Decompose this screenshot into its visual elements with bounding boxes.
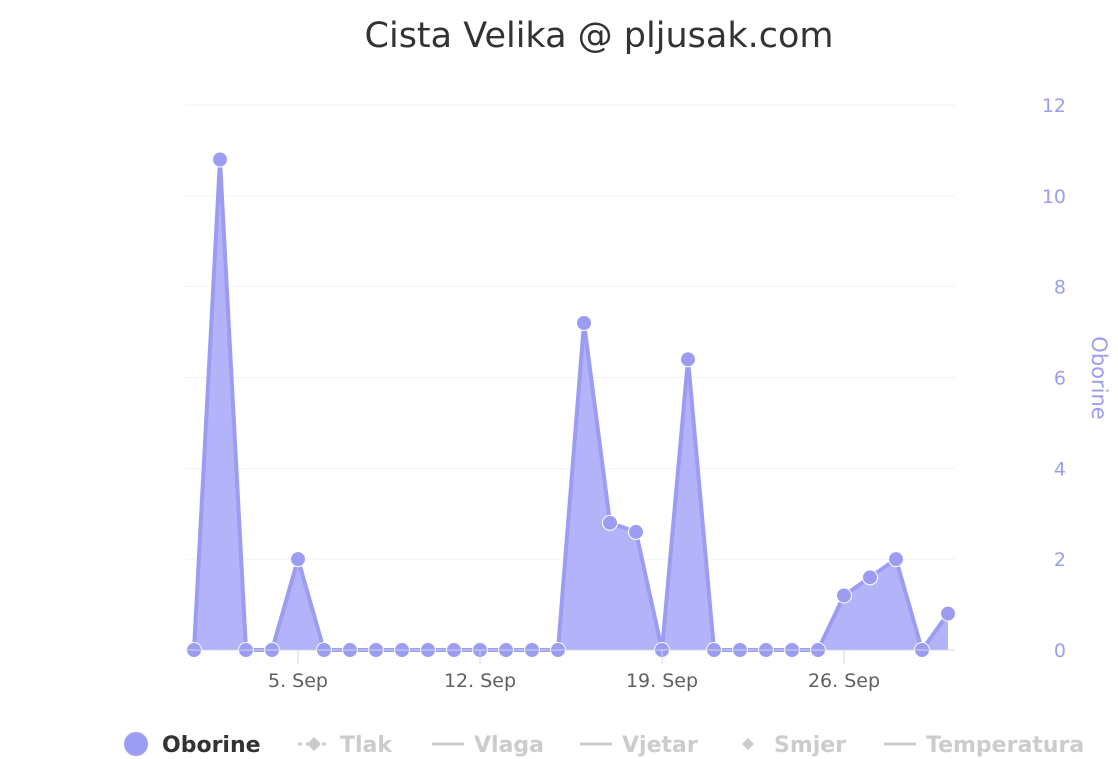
legend: Oborine Tlak Vlaga Vjetar Smjer Temperatura [124, 732, 1084, 758]
data-point [628, 523, 644, 540]
legend-label: Smjer [774, 733, 846, 758]
data-point [290, 551, 306, 568]
legend-item-vjetar[interactable]: Vjetar [580, 733, 698, 758]
data-point [602, 514, 618, 531]
legend-symbol-circle [124, 732, 148, 756]
legend-item-smjer[interactable]: Smjer [742, 733, 846, 758]
data-point [576, 315, 592, 331]
y-axis-title: Oborine [1087, 336, 1111, 419]
y-tick-label: 2 [1054, 549, 1066, 571]
data-point [836, 587, 852, 604]
series-area-oborine [194, 159, 948, 650]
legend-label: Temperatura [926, 733, 1084, 758]
legend-item-tlak[interactable]: Tlak [298, 733, 393, 758]
y-tick-label: 12 [1042, 95, 1066, 117]
plot-area [186, 151, 956, 658]
x-tick-label: 5. Sep [268, 670, 328, 692]
data-point [212, 151, 228, 168]
y-tick-label: 4 [1054, 458, 1066, 480]
y-tick-label: 8 [1054, 277, 1066, 299]
legend-symbol-diamond [307, 737, 321, 751]
data-point [888, 551, 904, 568]
legend-label: Oborine [162, 733, 261, 758]
y-axis: 0 2 4 6 8 10 12 [1042, 95, 1066, 662]
x-tick-label: 19. Sep [626, 670, 698, 692]
grid-layer [185, 104, 955, 560]
legend-label: Vlaga [474, 733, 544, 758]
data-point [862, 569, 878, 586]
legend-item-vlaga[interactable]: Vlaga [432, 733, 544, 758]
series-line-oborine [192, 157, 950, 652]
y-tick-label: 6 [1054, 368, 1066, 390]
x-tick-label: 12. Sep [444, 670, 516, 692]
legend-item-oborine[interactable]: Oborine [124, 732, 261, 758]
x-tick-label: 26. Sep [808, 670, 880, 692]
y-tick-label: 0 [1054, 640, 1066, 662]
legend-label: Tlak [340, 733, 393, 758]
chart-title: Cista Velika @ pljusak.com [365, 16, 834, 56]
data-point [940, 605, 956, 622]
y-tick-label: 10 [1042, 186, 1066, 208]
x-axis: 5. Sep 12. Sep 19. Sep 26. Sep [185, 649, 955, 692]
legend-label: Vjetar [622, 733, 698, 758]
data-point [680, 351, 696, 368]
legend-item-temperatura[interactable]: Temperatura [884, 733, 1084, 758]
legend-symbol-diamond [742, 738, 754, 750]
